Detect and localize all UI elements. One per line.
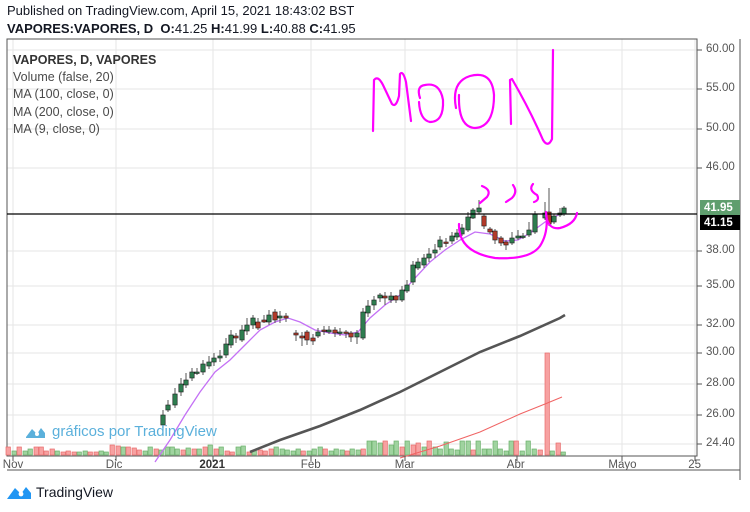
footer-brand-text: TradingView	[36, 484, 114, 500]
price-axis-label: 28.00	[706, 377, 735, 389]
ohlc-low-value: 40.88	[273, 21, 306, 36]
legend-title[interactable]: VAPORES, D, VAPORES	[13, 53, 157, 67]
time-axis-label: 2021	[199, 459, 225, 471]
legend-ma200[interactable]: MA (200, close, 0)	[13, 104, 114, 119]
ohlc-high-value: 41.99	[224, 21, 258, 36]
price-axis-label: 46.00	[706, 161, 735, 173]
legend-ma9[interactable]: MA (9, close, 0)	[13, 121, 100, 136]
time-axis-label: Feb	[300, 459, 321, 471]
chart-legend: VAPORES, D, VAPORES Volume (false, 20) M…	[13, 52, 156, 138]
watermark-text: gráficos por TradingView	[52, 423, 217, 440]
moon-drawing[interactable]	[371, 48, 579, 260]
legend-ma100[interactable]: MA (100, close, 0)	[13, 87, 114, 102]
time-axis-label: Abr	[506, 459, 525, 471]
published-line: Published on TradingView.com, April 15, …	[7, 3, 355, 18]
time-axis-label: Dic	[105, 459, 123, 471]
volume-bars	[5, 352, 566, 456]
ohlc-close-value: 41.95	[323, 21, 356, 36]
ohlc-open-value: 41.25	[174, 21, 208, 36]
footer-brand[interactable]: TradingView	[6, 484, 113, 500]
watermark: gráficos por TradingView	[24, 423, 217, 440]
tradingview-cloud-icon	[26, 427, 45, 438]
last-price-label: 41.95	[700, 200, 740, 215]
time-axis-label: Mayo	[608, 459, 637, 471]
legend-volume[interactable]: Volume (false, 20)	[13, 70, 114, 85]
price-axis-label: 50.00	[706, 122, 735, 134]
price-axis-label: 35.00	[706, 279, 735, 291]
price-axis-label: 32.00	[706, 318, 735, 330]
axis-ticks	[12, 49, 702, 461]
symbol-label: VAPORES:VAPORES, D	[7, 21, 154, 36]
symbol-ohlc-line: VAPORES:VAPORES, D O:41.25 H:41.99 L:40.…	[7, 21, 356, 36]
ohlc-low-key: L:	[260, 21, 274, 36]
chart-grid	[7, 39, 697, 456]
price-axis-label: 30.00	[706, 346, 735, 358]
chart-pane-border	[6, 38, 698, 457]
ohlc-close-key: C:	[309, 21, 324, 36]
price-axis-label: 26.00	[706, 408, 735, 420]
ohlc-open-key: O:	[160, 21, 175, 36]
line-price-label: 41.15	[700, 215, 740, 230]
price-axis-label: 38.00	[706, 244, 735, 256]
price-axis-label: 60.00	[706, 43, 735, 55]
tradingview-logo-icon	[7, 487, 31, 499]
time-axis-label: Nov	[2, 459, 24, 471]
time-axis-label: Mar	[394, 459, 415, 471]
time-axis-label: 25	[688, 459, 701, 471]
price-axis-label: 55.00	[706, 82, 735, 94]
price-axis-label: 24.40	[706, 437, 735, 449]
candlesticks	[160, 188, 567, 428]
ohlc-high-key: H:	[211, 21, 225, 36]
